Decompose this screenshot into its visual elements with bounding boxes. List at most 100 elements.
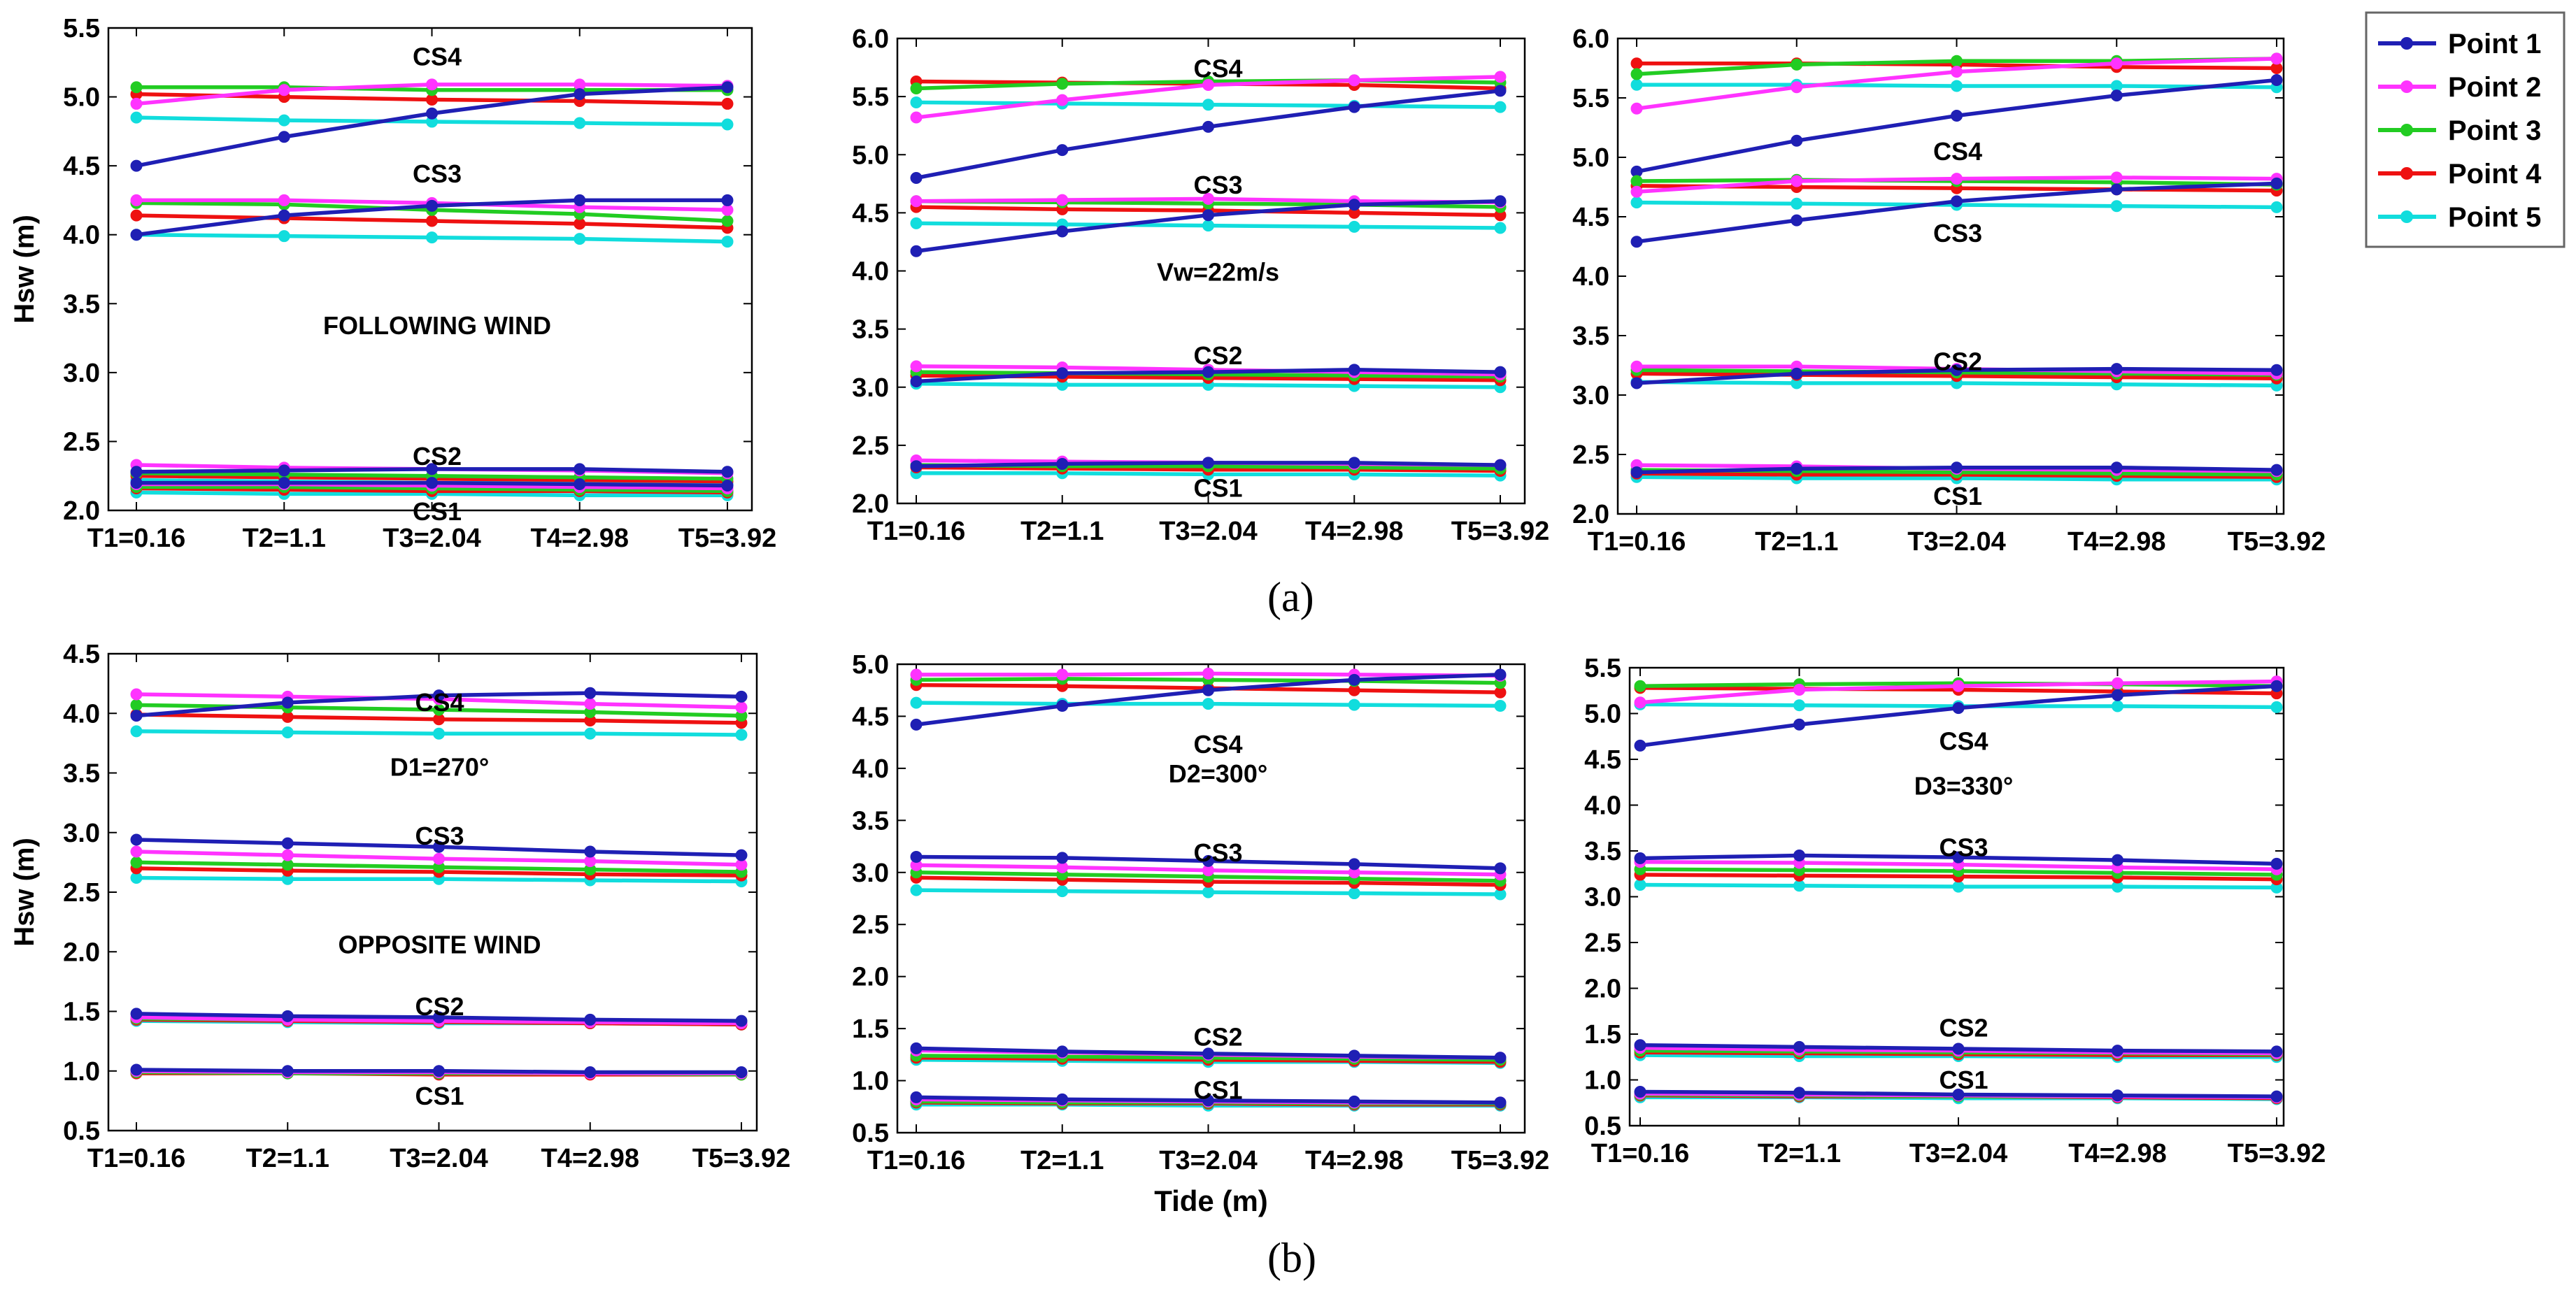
data-marker-point-1	[426, 463, 438, 475]
data-marker-point-1	[1634, 1086, 1646, 1098]
data-marker-point-1	[433, 840, 445, 853]
data-marker-point-2	[130, 845, 143, 858]
group-label: CS2	[415, 992, 464, 1021]
y-tick-label: 2.0	[852, 489, 889, 519]
x-tick-label: T5=3.92	[692, 1144, 791, 1173]
y-tick-label: 2.0	[63, 496, 100, 526]
data-marker-point-5	[2112, 700, 2123, 712]
y-tick-label: 5.0	[852, 650, 889, 680]
data-marker-point-2	[910, 668, 923, 681]
y-tick-label: 2.5	[852, 431, 889, 461]
y-tick-label: 2.0	[63, 938, 100, 967]
data-marker-point-2	[278, 84, 290, 96]
data-marker-point-5	[735, 729, 748, 741]
data-marker-point-1	[2112, 854, 2123, 866]
data-marker-point-3	[1791, 58, 1803, 71]
y-tick-label: 0.5	[63, 1117, 100, 1146]
data-marker-point-5	[1793, 699, 1805, 712]
data-marker-point-5	[1202, 698, 1214, 710]
data-marker-point-1	[574, 478, 586, 491]
data-marker-point-1	[735, 1066, 748, 1078]
data-marker-point-2	[2110, 171, 2123, 184]
data-marker-point-1	[1494, 366, 1507, 378]
data-marker-point-1	[433, 689, 445, 702]
data-marker-point-1	[426, 477, 438, 489]
data-marker-point-2	[584, 698, 597, 710]
data-marker-point-4	[721, 97, 734, 110]
data-marker-point-1	[278, 464, 290, 477]
data-marker-point-2	[1793, 683, 1805, 696]
data-marker-point-1	[1056, 367, 1069, 380]
x-tick-label: T5=3.92	[1451, 517, 1550, 546]
group-label: CS1	[1933, 482, 1982, 510]
data-marker-point-1	[1793, 850, 1805, 862]
x-tick-label: T5=3.92	[2228, 527, 2326, 557]
data-marker-point-2	[1202, 192, 1214, 205]
x-tick-label: T2=1.1	[1758, 1139, 1841, 1168]
group-label: CS1	[1193, 474, 1242, 503]
y-tick-label: 4.0	[852, 754, 889, 784]
data-marker-point-1	[910, 718, 923, 731]
x-tick-label: T5=3.92	[2228, 1139, 2326, 1168]
legend: Point 1 Point 2 Point 3 Point 4 Point 5	[2365, 11, 2566, 248]
data-marker-point-5	[910, 696, 923, 709]
y-tick-label: 3.0	[63, 359, 100, 388]
data-marker-point-1	[1202, 457, 1214, 469]
data-marker-point-1	[2110, 461, 2123, 474]
y-tick-label: 5.0	[852, 141, 889, 170]
data-marker-point-5	[433, 727, 445, 740]
group-label: CS3	[413, 159, 462, 188]
data-marker-point-1	[1630, 377, 1643, 389]
data-marker-point-2	[2270, 52, 2283, 65]
data-marker-point-5	[910, 884, 923, 896]
data-marker-point-2	[1202, 667, 1214, 680]
panel-annotation: D3=330°	[1914, 772, 2014, 801]
y-tick-label: 3.5	[852, 315, 889, 345]
data-marker-point-1	[2270, 177, 2283, 189]
x-tick-label: T4=2.98	[531, 524, 629, 553]
legend-label-point-1: Point 1	[2448, 29, 2541, 59]
data-marker-point-3	[1630, 68, 1643, 80]
data-marker-point-4	[130, 209, 143, 222]
data-marker-point-5	[721, 236, 734, 248]
x-tick-label: T1=0.16	[87, 1144, 186, 1173]
x-tick-label: T4=2.98	[1305, 517, 1404, 546]
y-tick-label: 4.0	[1584, 791, 1621, 821]
data-marker-point-1	[1348, 858, 1360, 870]
data-marker-point-2	[1791, 81, 1803, 94]
data-marker-point-1	[735, 849, 748, 861]
data-marker-point-5	[910, 96, 923, 108]
y-tick-label: 4.0	[1572, 262, 1609, 292]
data-marker-point-5	[2270, 701, 2283, 713]
legend-marker-point-2	[2400, 80, 2413, 93]
data-marker-point-1	[2270, 1090, 2283, 1103]
panel-annotation: D1=270°	[390, 752, 490, 781]
data-marker-point-1	[1056, 700, 1069, 712]
group-cs2: CS2	[910, 341, 1507, 394]
data-marker-point-5	[1952, 880, 1965, 893]
x-tick-label: T5=3.92	[678, 524, 777, 553]
group-label: CS1	[413, 497, 462, 526]
y-tick-label: 2.0	[852, 963, 889, 992]
data-marker-point-2	[1630, 102, 1643, 115]
data-marker-point-1	[426, 107, 438, 120]
y-tick-label: 2.5	[63, 427, 100, 457]
y-tick-label: 3.5	[1584, 837, 1621, 866]
x-tick-label: T3=2.04	[390, 1144, 488, 1173]
y-tick-label: 0.5	[1584, 1112, 1621, 1141]
chart-panel-4: 0.5 1.0 1.5 2.0 2.5 3.0 3.5 4.0 4.5 T1=0.16 T2=1.1…	[9, 640, 790, 1173]
data-marker-point-5	[2270, 201, 2283, 213]
y-tick-label: 4.5	[63, 640, 100, 669]
group-cs2: CS2	[130, 992, 748, 1031]
data-marker-point-1	[2270, 680, 2283, 692]
data-marker-point-1	[433, 1011, 445, 1024]
chart-panel-5: 0.5 1.0 1.5 2.0 2.5 3.0 3.5 4.0 4.5 5.0 T1=0.16 T2=…	[852, 650, 1549, 1217]
y-tick-label: 1.0	[63, 1057, 100, 1087]
x-tick-label: T1=0.16	[87, 524, 186, 553]
y-tick-label: 0.5	[852, 1119, 889, 1148]
data-marker-point-3	[1634, 680, 1646, 692]
data-marker-point-2	[1056, 668, 1069, 681]
data-marker-point-1	[721, 466, 734, 478]
y-tick-label: 5.0	[63, 83, 100, 113]
x-tick-label: T5=3.92	[1451, 1146, 1550, 1175]
